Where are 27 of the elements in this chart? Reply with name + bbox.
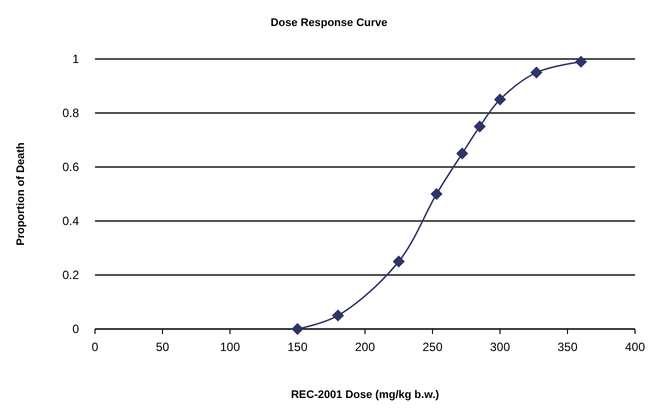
point (530, 66, 542, 78)
x-tick-label: 300 (490, 340, 510, 354)
point (430, 188, 443, 200)
point (474, 120, 486, 132)
x-tick-label: 350 (557, 340, 578, 354)
y-tick-label: 0 (72, 322, 80, 336)
x-axis-title: REC-2001 Dose (mg/kg b.w.) (290, 389, 440, 401)
y-tick-label: 0.2 (62, 268, 80, 282)
point (494, 94, 506, 106)
point (456, 148, 468, 160)
point (392, 256, 405, 268)
point (575, 56, 587, 68)
point (332, 310, 344, 322)
x-tick-label: 150 (287, 340, 308, 354)
y-axis-title: Proportion of Death (15, 142, 27, 246)
x-tick-label: 100 (220, 340, 240, 354)
x-tick-label: 200 (354, 340, 376, 354)
point (292, 323, 304, 335)
y-tick-label: 1 (72, 52, 80, 66)
y-tick-label: 0.6 (62, 160, 80, 174)
x-tick-label: 250 (422, 340, 443, 354)
y-tick-label: 0.4 (62, 214, 80, 228)
x-tick-label: 400 (624, 340, 646, 354)
x-tick-label: 0 (92, 340, 99, 354)
y-tick-label: 0.8 (62, 106, 80, 120)
chart-title: Dose Response Curve (270, 17, 388, 29)
x-tick-label: 50 (156, 340, 170, 354)
